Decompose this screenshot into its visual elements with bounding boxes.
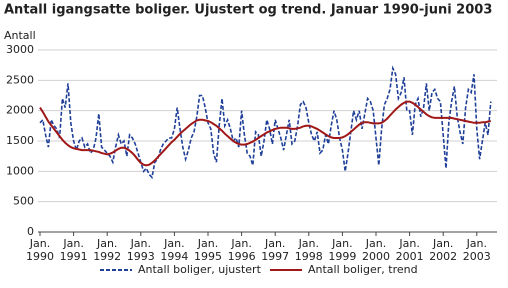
x-tick-label: Jan. 1992: [93, 237, 121, 263]
legend-label: Antall boliger, trend: [308, 263, 418, 276]
y-axis-label: Antall: [4, 29, 36, 42]
x-tick-label: Jan. 1998: [295, 237, 323, 263]
x-tick-label: Jan. 2003: [463, 237, 491, 263]
y-tick-label: 0: [27, 225, 34, 238]
y-tick-label: 1000: [6, 164, 34, 177]
series-line: [39, 100, 492, 167]
series-line: [39, 65, 492, 180]
x-tick-label: Jan. 2000: [362, 237, 390, 263]
chart-title: Antall igangsatte boliger. Ujustert og t…: [4, 3, 492, 18]
x-tick-label: Jan. 1990: [26, 237, 54, 263]
y-tick-label: 1500: [6, 134, 34, 147]
y-tick-label: 2000: [6, 104, 34, 117]
legend-label: Antall boliger, ujustert: [138, 263, 262, 276]
x-tick-label: Jan. 2001: [396, 237, 424, 263]
x-tick-label: Jan. 1999: [328, 237, 356, 263]
x-tick-label: Jan. 1994: [160, 237, 188, 263]
x-tick-label: Jan. 1993: [127, 237, 155, 263]
x-tick-label: Jan. 1991: [60, 237, 88, 263]
y-tick-label: 500: [13, 195, 34, 208]
y-tick-label: 3000: [6, 43, 34, 56]
x-tick-label: Jan. 2002: [429, 237, 457, 263]
y-tick-label: 2500: [6, 73, 34, 86]
x-tick-label: Jan. 1997: [261, 237, 289, 263]
x-tick-label: Jan. 1996: [228, 237, 256, 263]
x-tick-label: Jan. 1995: [194, 237, 222, 263]
